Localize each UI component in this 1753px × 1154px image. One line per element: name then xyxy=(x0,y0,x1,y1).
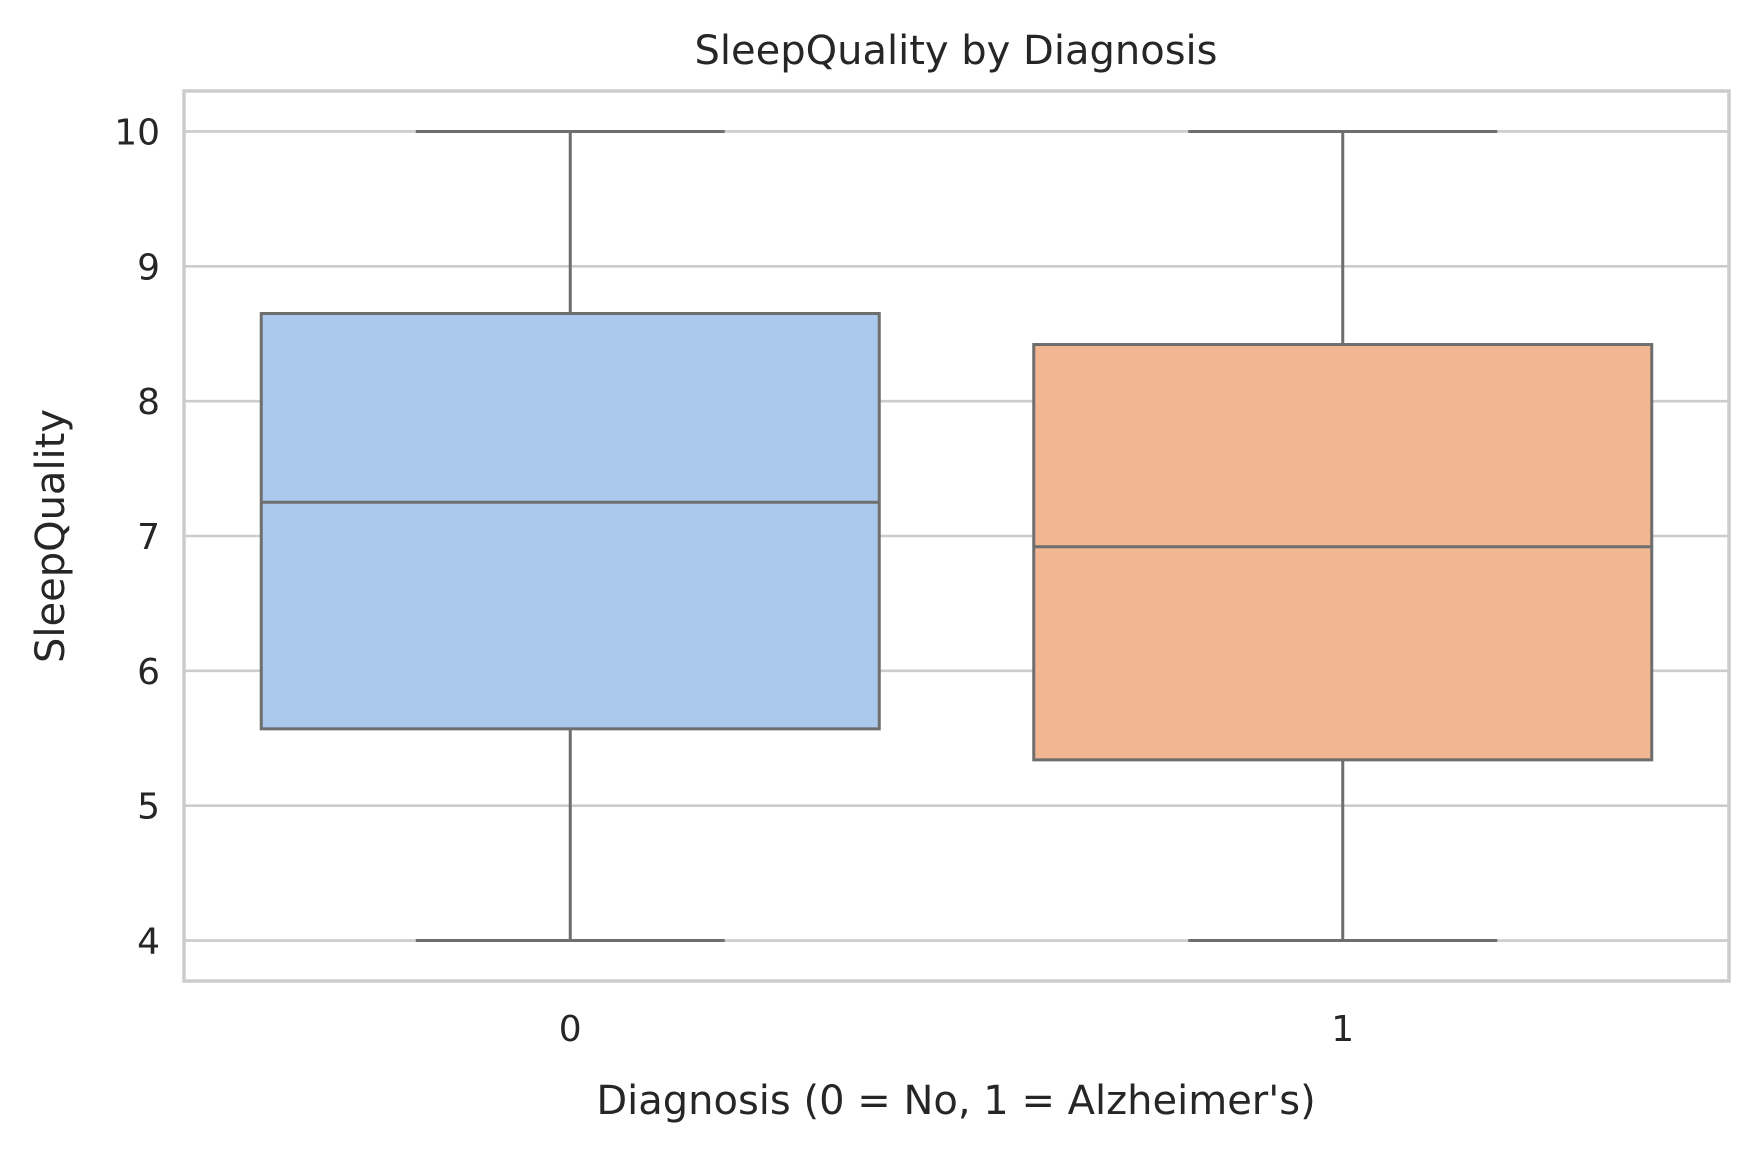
boxes xyxy=(259,129,1654,943)
y-tick-label: 9 xyxy=(137,247,160,288)
y-tick-label: 4 xyxy=(137,922,160,963)
iqr-box xyxy=(1032,343,1654,762)
y-tick-labels: 4 5 6 7 8 9 10 xyxy=(114,112,160,962)
y-tick-label: 10 xyxy=(114,112,160,153)
box-group-0 xyxy=(259,129,881,943)
x-tick-label: 1 xyxy=(1331,1009,1354,1050)
y-tick-label: 5 xyxy=(137,787,160,828)
y-axis-label: SleepQuality xyxy=(28,409,74,663)
y-tick-label: 7 xyxy=(137,517,160,558)
iqr-box xyxy=(259,312,881,731)
chart-title: SleepQuality by Diagnosis xyxy=(695,28,1218,74)
x-axis-label: Diagnosis (0 = No, 1 = Alzheimer's) xyxy=(596,1078,1315,1124)
y-tick-label: 8 xyxy=(137,382,160,423)
plot-area-frame xyxy=(182,89,1731,983)
y-tick-label: 6 xyxy=(137,652,160,693)
x-tick-label: 0 xyxy=(559,1009,582,1050)
box-group-1 xyxy=(1032,129,1654,943)
